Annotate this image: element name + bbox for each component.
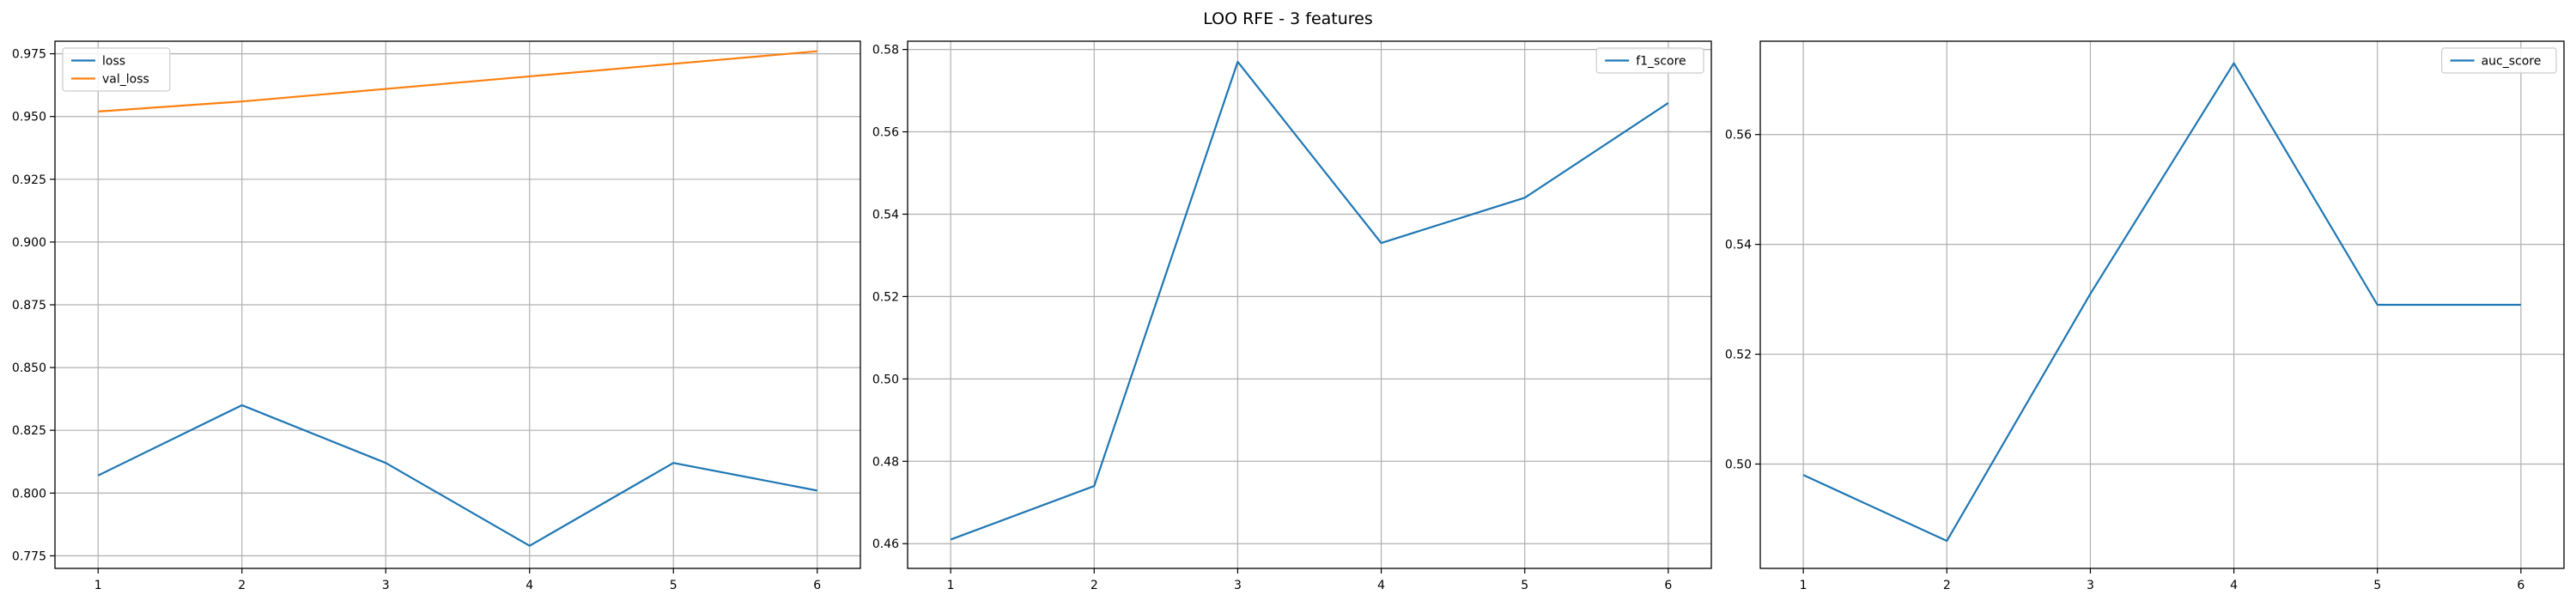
- y-tick-label: 0.875: [12, 299, 46, 313]
- x-tick-label: 4: [526, 579, 533, 592]
- y-tick-label: 0.825: [12, 424, 46, 438]
- y-tick-label: 0.54: [1725, 239, 1752, 252]
- x-tick-label: 1: [947, 579, 955, 592]
- series-line-loss: [97, 404, 817, 547]
- x-tick-label: 2: [1943, 579, 1951, 592]
- auc-score-subplot: 1 2 3 4 5 6 0.50 0.52 0.54 0.56 auc_score: [1725, 40, 2565, 592]
- y-tick-label: 0.975: [12, 48, 46, 62]
- y-tick-label: 0.54: [872, 208, 899, 222]
- y-tick-label: 0.775: [12, 549, 46, 563]
- x-tick-label: 2: [238, 579, 246, 592]
- legend-label-f1-score: f1_score: [1636, 55, 1686, 69]
- legend-label-auc-score: auc_score: [2482, 55, 2542, 69]
- y-tick-label: 0.850: [12, 361, 46, 375]
- figure-title: LOO RFE - 3 features: [1203, 9, 1373, 28]
- series-line-auc-score: [1802, 62, 2521, 543]
- x-tick-label: 2: [1091, 579, 1098, 592]
- y-tick-label: 0.58: [872, 44, 899, 58]
- x-tick-label: 3: [382, 579, 390, 592]
- y-tick-label: 0.925: [12, 173, 46, 187]
- y-tick-label: 0.46: [872, 537, 899, 551]
- legend-label-val-loss: val_loss: [102, 73, 149, 87]
- series-line-val-loss: [98, 50, 817, 112]
- x-tick-label: 5: [670, 579, 677, 592]
- legend-box: [2441, 47, 2557, 74]
- legend-box: [62, 47, 171, 92]
- x-tick-label: 1: [94, 579, 102, 592]
- legend-box: [1595, 47, 1704, 74]
- series-line-f1-score: [950, 60, 1669, 541]
- x-tick-label: 3: [2087, 579, 2094, 592]
- y-tick-label: 0.950: [12, 111, 46, 124]
- x-tick-label: 3: [1234, 579, 1242, 592]
- loss-subplot: 1 2 3 4 5 6 0.775 0.800 0.825 0.850 0.875 0.900 0.92…: [12, 40, 861, 592]
- y-tick-label: 0.52: [872, 290, 899, 304]
- axes-frame: [1759, 40, 2565, 569]
- y-tick-label: 0.52: [1725, 349, 1752, 362]
- y-tick-label: 0.900: [12, 236, 46, 250]
- y-tick-label: 0.48: [872, 455, 899, 469]
- x-tick-label: 4: [2230, 579, 2238, 592]
- x-tick-label: 1: [1800, 579, 1807, 592]
- y-tick-label: 0.50: [1725, 458, 1752, 471]
- x-tick-label: 6: [813, 579, 821, 592]
- f1-score-subplot: 1 2 3 4 5 6 0.46 0.48 0.50 0.52 0.54 0.56 0.58 f1_sco…: [872, 40, 1712, 592]
- x-tick-label: 6: [1664, 579, 1672, 592]
- y-tick-label: 0.800: [12, 487, 46, 501]
- x-tick-label: 4: [1377, 579, 1385, 592]
- x-tick-label: 5: [2373, 579, 2381, 592]
- x-tick-label: 5: [1521, 579, 1528, 592]
- y-tick-label: 0.56: [1725, 129, 1752, 143]
- axes-frame: [907, 40, 1712, 569]
- x-tick-label: 6: [2517, 579, 2524, 592]
- legend-label-loss: loss: [102, 55, 125, 69]
- y-tick-label: 0.50: [872, 373, 899, 386]
- axes-frame: [54, 40, 861, 569]
- y-tick-label: 0.56: [872, 126, 899, 140]
